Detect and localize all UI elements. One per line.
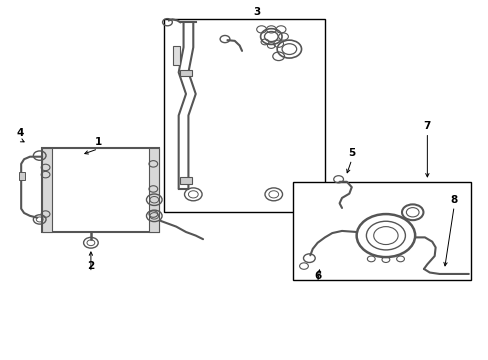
- Bar: [293, 182, 470, 280]
- Bar: [42, 148, 52, 232]
- Text: 6: 6: [313, 271, 321, 281]
- Bar: [149, 148, 159, 232]
- Text: 8: 8: [449, 195, 457, 205]
- Text: 4: 4: [17, 129, 24, 138]
- Text: 7: 7: [423, 121, 430, 131]
- Text: 2: 2: [87, 261, 94, 271]
- Text: 5: 5: [347, 148, 355, 158]
- Bar: [42, 148, 159, 232]
- Text: 1: 1: [94, 138, 102, 147]
- Bar: [172, 45, 179, 65]
- Bar: [163, 19, 325, 212]
- Bar: [180, 177, 191, 184]
- Bar: [19, 172, 25, 180]
- Text: 3: 3: [253, 7, 260, 17]
- Bar: [180, 69, 191, 76]
